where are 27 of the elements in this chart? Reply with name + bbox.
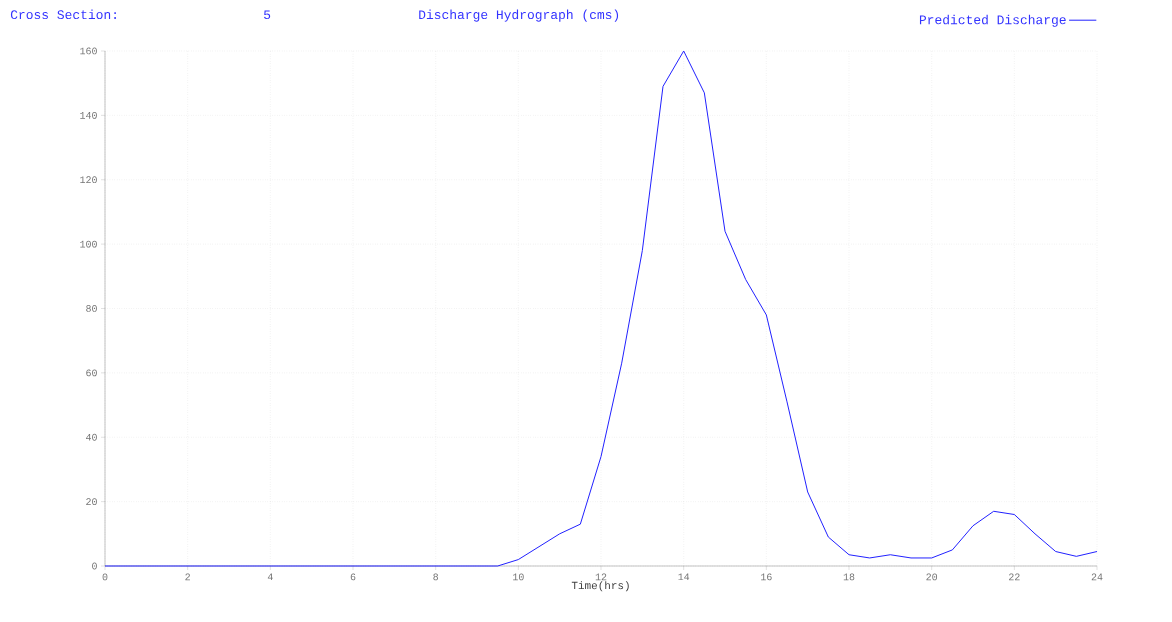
x-tick-label: 14 — [678, 573, 690, 581]
y-tick-label: 40 — [86, 433, 97, 441]
x-tick-label: 0 — [102, 573, 108, 581]
y-tick-label: 80 — [86, 305, 97, 312]
text: Cross Section: — [10, 9, 116, 20]
x-tick-label: 6 — [350, 573, 356, 581]
x-tick-label: 4 — [267, 573, 273, 581]
x-tick-label: 16 — [761, 573, 772, 581]
x-tick-label: 18 — [843, 573, 855, 581]
y-tick-label: 0 — [92, 562, 97, 570]
y-tick-label: 60 — [86, 369, 97, 377]
x-tick-label: 8 — [433, 573, 439, 581]
x-tick-label: 24 — [1091, 573, 1103, 581]
y-tick-label: 160 — [80, 47, 97, 55]
y-tick-label: 20 — [86, 498, 97, 505]
legend-label: Predicted Discharge — [919, 14, 1066, 27]
x-tick-label: 22 — [1009, 573, 1020, 581]
x-tick-label: 2 — [185, 573, 190, 581]
x-axis-title: Time(hrs) — [571, 581, 629, 592]
y-tick-label: 100 — [80, 240, 97, 248]
y-tick-label: 140 — [80, 111, 97, 119]
x-tick-label: 12 — [595, 573, 607, 581]
y-tick-label: 120 — [80, 176, 97, 184]
x-tick-label: 10 — [513, 573, 524, 581]
chart-title: Discharge Hydrograph (cms) — [419, 9, 619, 22]
text: 5 — [264, 10, 271, 20]
x-tick-label: 20 — [926, 573, 938, 581]
